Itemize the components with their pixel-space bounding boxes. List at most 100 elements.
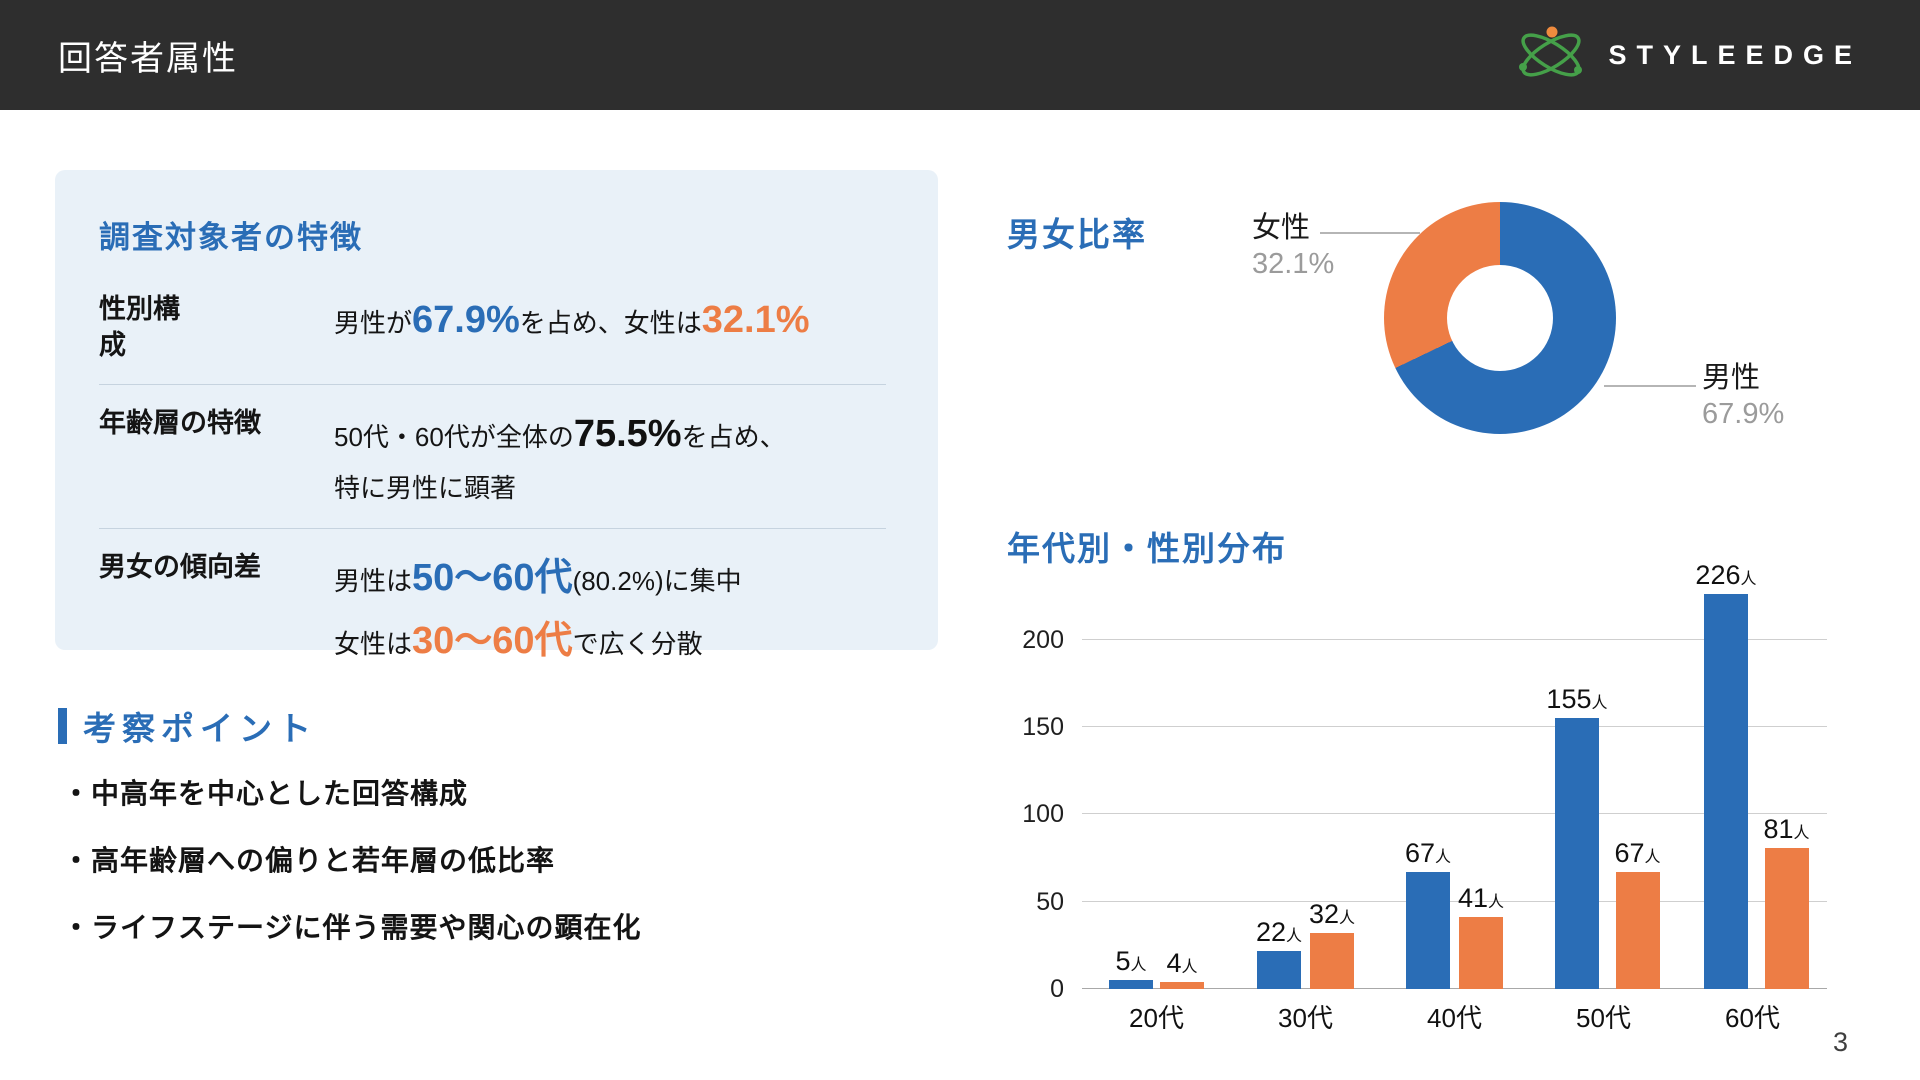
page-number: 3 xyxy=(1832,1027,1848,1057)
bar-group: 155人 67人 50代 xyxy=(1529,570,1678,1033)
age-gender-title: 年代別・性別分布 xyxy=(1007,530,1287,567)
bar-column: 81人 xyxy=(1764,814,1810,989)
feature-trend-line2: 女性は30〜60代で広く分散 xyxy=(334,612,886,671)
text-segment: を占め、女性は xyxy=(519,308,702,338)
feature-content-gender: 男性が67.9%を占め、女性は32.1% xyxy=(334,291,886,364)
bar-女性 xyxy=(1764,847,1809,989)
x-axis-label: 50代 xyxy=(1576,1003,1631,1033)
bar-value-label: 81人 xyxy=(1763,813,1810,844)
insight-bullet: ・高年齢層への偏りと若年層の低比率 xyxy=(62,845,556,876)
styleedge-logo-icon xyxy=(1519,26,1583,77)
text-segment: 男性は xyxy=(334,566,413,597)
bar-column: 4人 xyxy=(1160,948,1204,989)
bar-value-label: 67人 xyxy=(1614,838,1661,869)
feature-trend-line1: 男性は50〜60代(80.2%)に集中 xyxy=(334,549,886,608)
features-panel: 調査対象者の特徴 性別構成 男性が67.9%を占め、女性は32.1% 年齢層の特… xyxy=(55,170,938,662)
bar-column: 155人 xyxy=(1546,684,1608,989)
feature-label-trend: 男女の傾向差 xyxy=(99,552,261,583)
senior-pct-value: 75.5% xyxy=(573,412,682,455)
feature-age-line2: 特に男性に顕著 xyxy=(334,472,517,503)
feature-label-text: 性別構成 xyxy=(99,294,180,361)
x-axis-label: 30代 xyxy=(1278,1003,1333,1033)
feature-age-line1: 50代・60代が全体の75.5%を占め、 xyxy=(334,405,886,464)
text-segment: を占め、 xyxy=(681,421,786,452)
bar-女性 xyxy=(1310,933,1355,989)
bar-column: 226人 xyxy=(1695,560,1757,989)
male-label: 男性 xyxy=(1702,362,1761,394)
bar-男性 xyxy=(1109,980,1153,989)
bar-value-label: 155人 xyxy=(1546,684,1608,715)
insights-bullet-list: ・中高年を中心とした回答構成 ・高年齢層への偏りと若年層の低比率 ・ライフステー… xyxy=(62,772,641,973)
bar-value-label: 41人 xyxy=(1458,883,1505,914)
page-title: 回答者属性 xyxy=(58,39,238,78)
insight-bullet: ・ライフステージに伴う需要や関心の顕在化 xyxy=(62,912,642,943)
male-pct-value: 67.9% xyxy=(412,299,520,341)
insights-title: 考察ポイント xyxy=(83,710,317,747)
gender-donut xyxy=(1384,202,1616,434)
styleedge-logo-text: STYLEEDGE xyxy=(1608,39,1862,70)
bar-column: 67人 xyxy=(1405,838,1451,989)
bar-group: 226人 81人 60代 xyxy=(1678,560,1827,1033)
y-tick-label: 100 xyxy=(1022,800,1064,829)
male-pct: 67.9% xyxy=(1702,398,1785,431)
y-tick-label: 50 xyxy=(1036,887,1064,916)
bar-value-label: 5人 xyxy=(1115,946,1147,977)
bar-女性 xyxy=(1459,917,1504,989)
x-axis-label: 40代 xyxy=(1427,1003,1482,1033)
bar-女性 xyxy=(1615,872,1660,989)
bar-男性 xyxy=(1256,950,1301,989)
bar-男性 xyxy=(1554,718,1599,989)
insights-heading: 考察ポイント xyxy=(58,702,317,750)
text-segment: (80.2%)に集中 xyxy=(572,566,742,597)
grid-line xyxy=(1082,726,1827,728)
female-leader-line xyxy=(1320,232,1420,234)
bar-group: 5人 4人 20代 xyxy=(1082,570,1231,1033)
bar-value-label: 226人 xyxy=(1695,560,1757,591)
insight-bullet: ・中高年を中心とした回答構成 xyxy=(62,778,469,809)
text-segment: で広く分散 xyxy=(572,628,703,659)
bar-group: 22人 32人 30代 xyxy=(1231,570,1380,1033)
heading-accent-bar xyxy=(58,708,67,744)
bar-groups: 5人 4人 20代 22人 32人 30代 67人 41人 40代 155人 67人 50代 226人 8… xyxy=(1082,560,1827,1033)
bar-group: 67人 41人 40代 xyxy=(1380,570,1529,1033)
bar-value-label: 22人 xyxy=(1255,916,1302,947)
feature-label-gender: 性別構成 xyxy=(99,291,334,364)
styleedge-logo: STYLEEDGE xyxy=(1514,24,1862,86)
bar-column: 41人 xyxy=(1458,883,1504,989)
female-age-range-value: 30〜60代 xyxy=(412,619,573,662)
male-leader-line xyxy=(1604,385,1696,387)
bar-column: 22人 xyxy=(1256,917,1302,989)
bar-column: 32人 xyxy=(1309,899,1355,989)
feature-content-trend: 男性は50〜60代(80.2%)に集中 女性は30〜60代で広く分散 xyxy=(334,549,886,671)
age-gender-bar-chart: 0 50 100 150 200 5人 4人 20代 22人 32人 30代 67人 41人 40代 155… xyxy=(1007,560,1852,1067)
feature-row-gender: 性別構成 男性が67.9%を占め、女性は32.1% xyxy=(99,271,886,385)
bar-plot: 0 50 100 150 200 5人 4人 20代 22人 32人 30代 67人 41人 40代 155… xyxy=(1022,560,1827,1033)
bar-男性 xyxy=(1405,872,1450,989)
feature-label-age: 年齢層の特徴 xyxy=(99,407,261,438)
y-tick-label: 0 xyxy=(1050,975,1064,1003)
female-label: 女性 xyxy=(1252,212,1311,244)
bar-column: 67人 xyxy=(1615,838,1661,989)
female-pct-value: 32.1% xyxy=(701,299,810,341)
grid-line xyxy=(1082,988,1827,989)
female-slice-label: 女性 32.1% xyxy=(1252,210,1334,283)
male-slice-label: 男性 67.9% xyxy=(1702,360,1784,433)
text-segment: 男性が xyxy=(334,308,413,338)
donut-hole xyxy=(1447,265,1553,371)
bar-value-label: 32人 xyxy=(1309,899,1356,930)
x-axis-label: 60代 xyxy=(1725,1003,1780,1033)
grid-line xyxy=(1082,638,1827,640)
feature-row-trend: 男女の傾向差 男性は50〜60代(80.2%)に集中 女性は30〜60代で広く分… xyxy=(99,529,886,691)
bar-column: 5人 xyxy=(1109,946,1153,989)
x-axis-label: 20代 xyxy=(1129,1003,1184,1033)
text-segment: 50代・60代が全体の xyxy=(334,421,574,452)
bar-value-label: 4人 xyxy=(1166,948,1198,979)
header: 回答者属性 STYLEEDGE xyxy=(0,0,1920,110)
grid-line xyxy=(1082,900,1827,902)
grid-line xyxy=(1082,813,1827,815)
y-tick-label: 150 xyxy=(1022,713,1064,742)
bar-男性 xyxy=(1703,594,1748,989)
features-title: 調査対象者の特徴 xyxy=(99,220,363,255)
y-tick-label: 200 xyxy=(1022,625,1064,654)
